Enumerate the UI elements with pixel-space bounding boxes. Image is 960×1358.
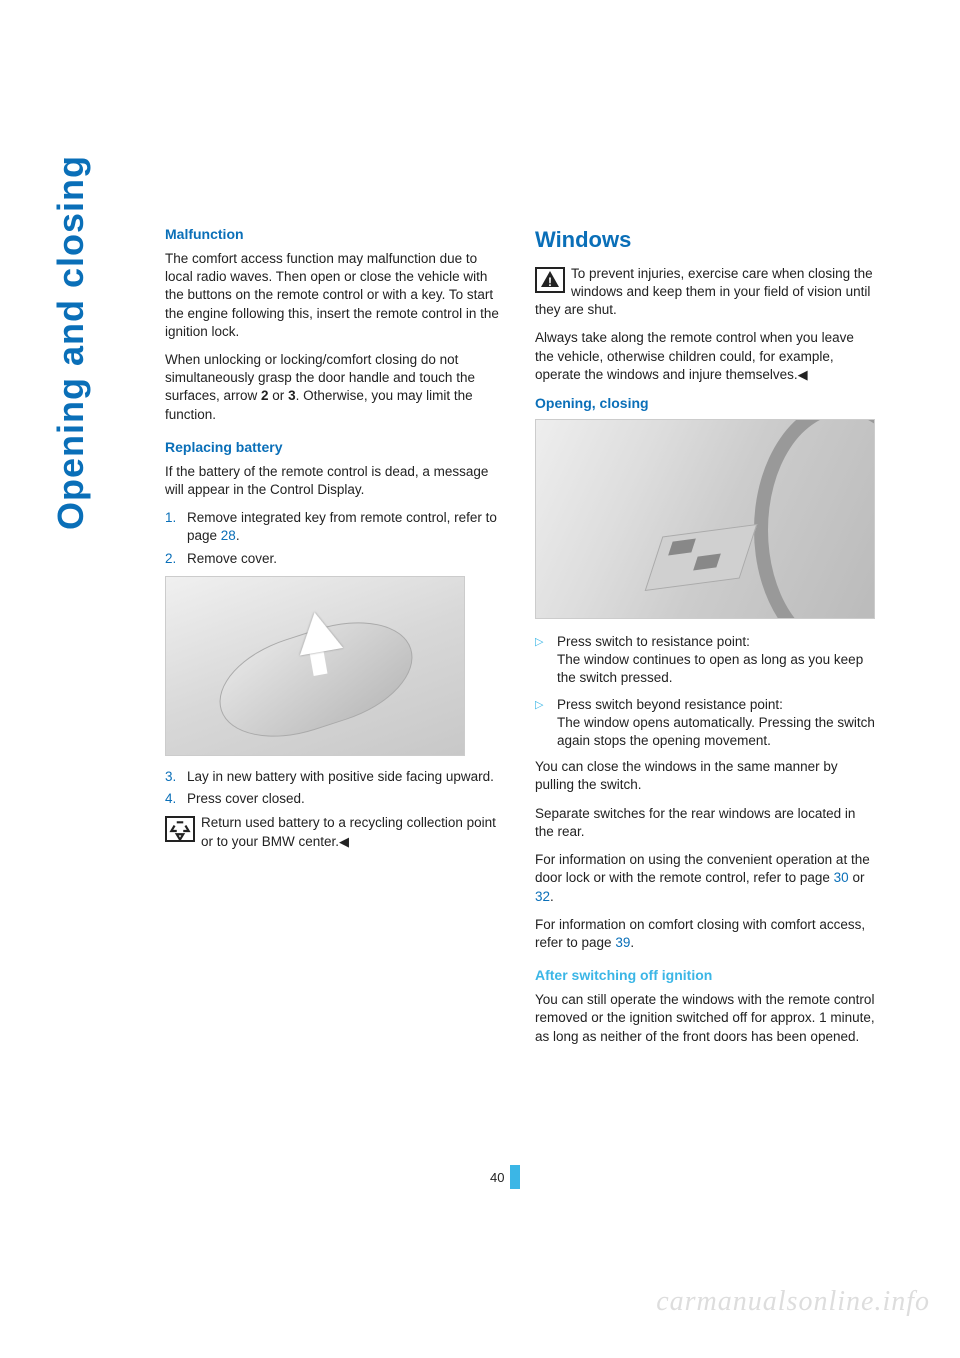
content-columns: Malfunction The comfort access function …: [165, 225, 875, 1056]
warning-note: To prevent injuries, exercise care when …: [535, 265, 875, 320]
list-text: Press switch beyond resistance point: Th…: [557, 696, 875, 751]
figure-remote-battery: [165, 576, 465, 756]
paragraph: The comfort access function may malfunct…: [165, 250, 505, 341]
ref-num: 2: [261, 388, 269, 403]
ref-num: 3: [288, 388, 296, 403]
figure-window-switch: [535, 419, 875, 619]
list-text: Remove cover.: [187, 550, 277, 568]
right-column: Windows To prevent injuries, exercise ca…: [535, 225, 875, 1056]
list-item: 2. Remove cover.: [165, 550, 505, 568]
heading-replacing-battery: Replacing battery: [165, 438, 505, 457]
text: or: [849, 870, 865, 885]
text: For information on using the convenient …: [535, 852, 870, 885]
paragraph: Separate switches for the rear windows a…: [535, 805, 875, 841]
list-number: 1.: [165, 509, 187, 545]
list-text: Press cover closed.: [187, 790, 305, 808]
list-item: 3. Lay in new battery with positive side…: [165, 768, 505, 786]
bullet-icon: ▷: [535, 633, 557, 688]
page-link[interactable]: 39: [615, 935, 630, 950]
text: .: [236, 528, 240, 543]
warning-icon: [535, 267, 565, 293]
list-item: ▷ Press switch to resistance point: The …: [535, 633, 875, 688]
text: .: [550, 889, 554, 904]
list-text: Press switch to resistance point: The wi…: [557, 633, 875, 688]
recycle-icon: [165, 816, 195, 842]
heading-windows: Windows: [535, 225, 875, 255]
heading-opening-closing: Opening, closing: [535, 394, 875, 413]
paragraph: For information on comfort closing with …: [535, 916, 875, 952]
page-link[interactable]: 28: [221, 528, 236, 543]
list-item: 1. Remove integrated key from remote con…: [165, 509, 505, 545]
list-text: Remove integrated key from remote contro…: [187, 509, 505, 545]
paragraph: You can close the windows in the same ma…: [535, 758, 875, 794]
list-number: 4.: [165, 790, 187, 808]
paragraph: You can still operate the windows with t…: [535, 991, 875, 1046]
paragraph: Always take along the remote control whe…: [535, 329, 875, 384]
list-item: 4. Press cover closed.: [165, 790, 505, 808]
text: .: [630, 935, 634, 950]
text: To prevent injuries, exercise care when …: [535, 266, 873, 317]
heading-malfunction: Malfunction: [165, 225, 505, 244]
page-number-bar: [510, 1165, 520, 1189]
paragraph: For information on using the convenient …: [535, 851, 875, 906]
page-number: 40: [490, 1170, 504, 1185]
page-link[interactable]: 30: [834, 870, 849, 885]
text: For information on comfort closing with …: [535, 917, 865, 950]
text: Press switch to resistance point:: [557, 634, 750, 649]
chapter-side-label: Opening and closing: [50, 155, 92, 530]
text: Press switch beyond resistance point:: [557, 697, 783, 712]
page-link[interactable]: 32: [535, 889, 550, 904]
end-mark: ◀: [798, 367, 808, 382]
manual-page: Opening and closing Malfunction The comf…: [0, 0, 960, 1358]
heading-after-ignition: After switching off ignition: [535, 966, 875, 985]
text: or: [269, 388, 289, 403]
bullet-icon: ▷: [535, 696, 557, 751]
paragraph: If the battery of the remote control is …: [165, 463, 505, 499]
recycle-note: Return used battery to a recycling colle…: [165, 814, 505, 850]
paragraph: When unlocking or locking/comfort closin…: [165, 351, 505, 424]
watermark: carmanualsonline.info: [656, 1286, 930, 1318]
list-text: Lay in new battery with positive side fa…: [187, 768, 494, 786]
text: The window opens automatically. Pressing…: [557, 715, 875, 748]
list-item: ▷ Press switch beyond resistance point: …: [535, 696, 875, 751]
figure-shape: [754, 419, 875, 619]
left-column: Malfunction The comfort access function …: [165, 225, 505, 1056]
figure-arrow: [293, 608, 343, 655]
list-number: 2.: [165, 550, 187, 568]
end-mark: ◀: [339, 834, 349, 849]
text: The window continues to open as long as …: [557, 652, 863, 685]
list-number: 3.: [165, 768, 187, 786]
